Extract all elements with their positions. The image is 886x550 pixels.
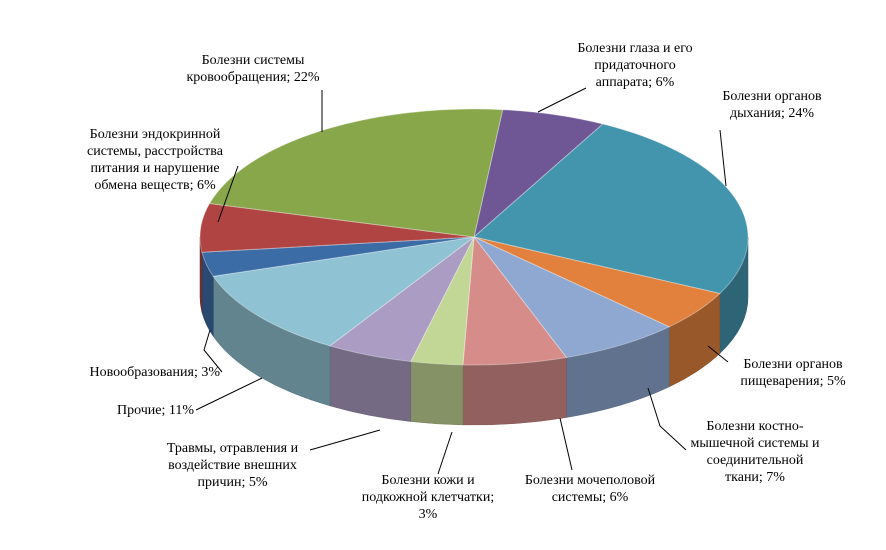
slice-eye	[473, 109, 604, 239]
leader-musculoskeletal	[647, 387, 687, 451]
slice-circulatory	[208, 108, 504, 238]
pie-sides	[199, 236, 749, 426]
label-musculoskeletal: Болезни костно- мышечной системы и соеди…	[690, 419, 820, 485]
label-digestive: Болезни органов пищеварения; 5%	[740, 357, 846, 389]
label-respiratory: Болезни органов дыхания; 24%	[722, 89, 822, 121]
leader-respiratory	[719, 129, 727, 187]
label-circulatory: Болезни системы кровообращения; 22%	[186, 53, 320, 85]
slice-genitourinary	[462, 235, 568, 366]
label-neoplasms: Новообразования; 3%	[89, 365, 220, 380]
leader-skin	[437, 431, 453, 475]
slice-neoplasms	[201, 236, 475, 277]
leader-neoplasms	[203, 329, 223, 373]
slice-skin	[409, 236, 475, 366]
slice-side-genitourinary	[462, 357, 567, 426]
leader-digestive	[707, 345, 729, 363]
slice-other	[212, 236, 475, 347]
leader-eye	[537, 87, 587, 113]
leader-trauma	[309, 429, 381, 451]
slice-side-skin	[410, 361, 464, 426]
slice-respiratory	[472, 123, 749, 295]
slice-endocrine	[199, 202, 475, 253]
label-skin: Болезни кожи и подкожной клетчатки; 3%	[361, 473, 495, 522]
label-eye: Болезни глаза и его придаточного аппарат…	[577, 41, 693, 90]
pie-top	[199, 108, 749, 366]
leader-genitourinary	[559, 417, 573, 471]
leader-endocrine	[217, 165, 239, 223]
slice-trauma	[328, 236, 475, 363]
leader-lines	[195, 87, 729, 475]
slice-digestive	[473, 236, 721, 328]
label-trauma: Травмы, отравления и воздействие внешних…	[166, 441, 299, 490]
label-endocrine: Болезни эндокринной системы, расстройств…	[87, 127, 223, 193]
slice-musculoskeletal	[473, 236, 671, 359]
leader-other	[195, 377, 263, 411]
label-other: Прочие; 11%	[116, 403, 194, 418]
label-genitourinary: Болезни мочеполовой системы; 6%	[524, 473, 656, 505]
